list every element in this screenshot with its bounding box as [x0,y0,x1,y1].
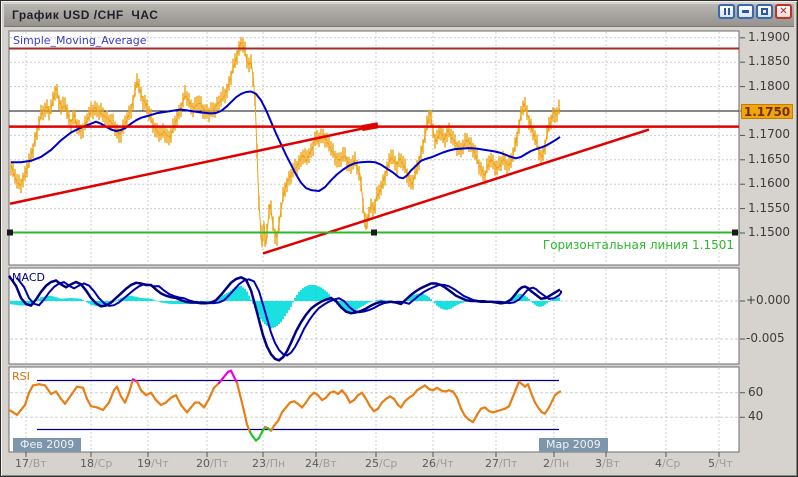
price-axis-label: 1.1700 [748,127,790,142]
date-axis-label: 24/Вт [305,457,337,470]
macd-axis-label: +0.000 [746,293,791,307]
pause-button[interactable] [718,4,735,19]
date-axis-label: 27/Пт [485,457,518,470]
rsi-axis-label: 60 [748,384,764,399]
window-titlebar[interactable]: График USD /CHF ЧАС [4,4,794,27]
date-axis-label: 25/Ср [365,457,398,470]
date-axis-label: 26/Чт [422,457,454,470]
rsi-line [7,369,562,442]
minimize-button[interactable] [737,4,754,19]
macd-axis-label: -0.005 [746,331,785,345]
date-axis-label: 19/Чт [137,457,169,470]
price-axis-label: 1.1850 [748,54,790,69]
date-axis-label: 5/Чт [708,457,733,470]
window-controls: ✕ [718,4,792,19]
price-axis-label: 1.1500 [748,225,790,239]
sma-indicator-label: Simple_Moving_Average [13,34,147,47]
close-button[interactable]: ✕ [775,4,792,19]
close-icon: ✕ [779,5,788,17]
date-axis-label: 23/Пн [252,457,286,470]
horizontal-line[interactable] [7,229,739,236]
pause-icon [723,8,730,15]
price-axis-label: 1.1650 [748,151,790,166]
current-price-badge: 1.1750 [741,104,793,119]
price-axis-label: 1.1800 [748,78,790,93]
restore-icon [761,8,768,15]
price-axis-label: 1.1550 [748,200,790,215]
panel-price[interactable] [8,30,740,266]
macd-indicator-label: MACD [12,271,45,284]
rsi-indicator-label: RSI [12,370,30,383]
restore-button[interactable] [756,4,773,19]
month-badge-feb: Фев 2009 [13,438,82,452]
month-badge-mar: Мар 2009 [539,438,608,452]
date-axis-label: 3/Вт [595,457,620,470]
macd-line [7,275,561,362]
minimize-icon [742,10,749,13]
window-title: График USD /CHF ЧАС [12,8,159,22]
price-axis-label: 1.1600 [748,176,790,191]
date-axis-label: 4/Ср [655,457,681,470]
date-axis-label: 2/Пн [543,457,570,470]
panel-macd[interactable] [8,267,740,365]
price-axis-label: 1.1900 [748,29,790,44]
date-axis-label: 17/Вт [15,457,47,470]
rsi-axis-label: 40 [748,409,764,424]
date-axis-label: 18/Ср [80,457,113,470]
date-axis-label: 20/Пт [196,457,229,470]
horizontal-line-label: Горизонтальная линия 1.1501 [542,238,734,252]
